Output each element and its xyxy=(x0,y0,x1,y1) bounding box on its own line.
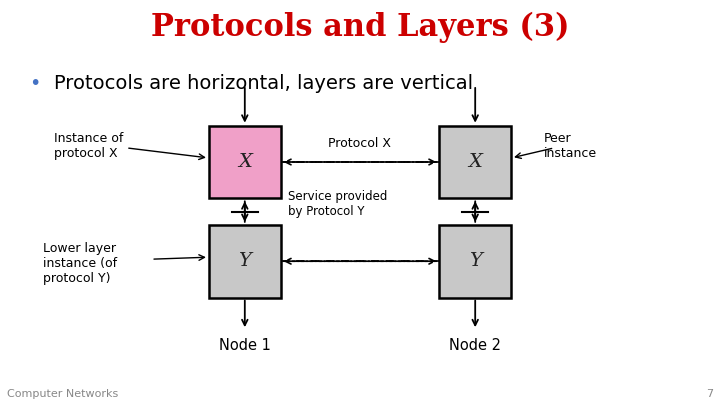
Text: X: X xyxy=(468,153,482,171)
Text: Y: Y xyxy=(238,252,251,270)
Text: 7: 7 xyxy=(706,389,713,399)
Text: Protocol X: Protocol X xyxy=(328,137,392,150)
Text: Protocols are horizontal, layers are vertical: Protocols are horizontal, layers are ver… xyxy=(54,74,473,92)
Bar xyxy=(209,126,281,198)
Text: •: • xyxy=(29,74,40,92)
Text: Computer Networks: Computer Networks xyxy=(7,389,119,399)
Bar xyxy=(439,225,511,298)
Text: Instance of
protocol X: Instance of protocol X xyxy=(54,132,123,160)
Text: Y: Y xyxy=(469,252,482,270)
Text: Service provided
by Protocol Y: Service provided by Protocol Y xyxy=(288,190,387,217)
Text: Protocols and Layers (3): Protocols and Layers (3) xyxy=(150,12,570,43)
Bar xyxy=(209,225,281,298)
Text: Node 2: Node 2 xyxy=(449,338,501,353)
Text: Peer
instance: Peer instance xyxy=(544,132,597,160)
Text: X: X xyxy=(238,153,252,171)
Text: Lower layer
instance (of
protocol Y): Lower layer instance (of protocol Y) xyxy=(43,242,117,285)
Bar xyxy=(439,126,511,198)
Text: Node 1: Node 1 xyxy=(219,338,271,353)
